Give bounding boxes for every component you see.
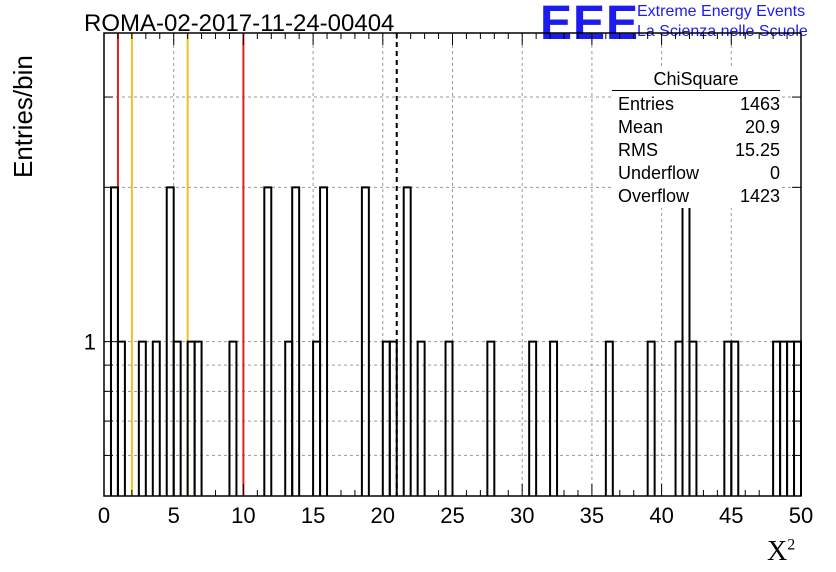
x-axis-label: X2 — [767, 536, 795, 568]
logo-line-1: Extreme Energy Events — [637, 3, 806, 20]
stats-row: Entries 1463 — [612, 93, 780, 116]
stats-value: 15.25 — [734, 140, 780, 160]
histogram-bin — [360, 186, 370, 496]
histogram-bin — [486, 340, 496, 496]
histogram-bin — [646, 340, 656, 496]
stats-label: Entries — [618, 94, 675, 114]
histogram-bin — [388, 340, 398, 496]
x-tick-label: 0 — [98, 503, 110, 528]
stats-row: Mean 20.9 — [612, 116, 780, 139]
x-axis-label-base: X — [767, 536, 788, 567]
histogram-bin — [528, 340, 538, 496]
x-tick-label: 25 — [440, 503, 464, 528]
stats-row: RMS 15.25 — [612, 139, 780, 162]
stats-label: Underflow — [618, 163, 700, 183]
stats-box: ChiSquare Entries 1463 Mean 20.9 RMS 15.25 Und… — [612, 68, 780, 208]
y-tick-label: 1 — [84, 330, 96, 355]
stats-value: 0 — [769, 163, 780, 183]
logo-line-2: La Scienza nelle Scuole — [637, 23, 808, 40]
stats-row: Underflow 0 — [612, 162, 780, 185]
x-tick-label: 40 — [649, 503, 673, 528]
histogram-bin — [137, 340, 147, 496]
stats-label: Mean — [618, 117, 664, 137]
histogram-bin — [549, 340, 559, 496]
x-tick-label: 50 — [789, 503, 813, 528]
histogram-bin — [228, 340, 238, 496]
axes: 0 5 10 15 20 25 30 35 40 45 50 1 — [84, 32, 813, 528]
histogram-bin — [263, 186, 273, 496]
histogram-bin — [319, 186, 329, 496]
x-tick-label: 30 — [510, 503, 534, 528]
histogram-bin — [688, 340, 698, 496]
stats-row: Overflow 1423 — [612, 185, 780, 208]
histogram-bin — [416, 340, 426, 496]
x-tick-label: 45 — [719, 503, 743, 528]
stats-label: RMS — [618, 140, 658, 160]
histogram-bin — [151, 340, 161, 496]
histogram-bin — [402, 186, 412, 496]
histogram-bin — [604, 340, 614, 496]
histogram-bin — [291, 186, 301, 496]
x-tick-label: 20 — [371, 503, 395, 528]
histogram-bin — [172, 340, 182, 496]
histogram-bin — [444, 340, 454, 496]
stats-value: 1423 — [739, 186, 780, 206]
x-tick-label: 10 — [231, 503, 255, 528]
x-tick-label: 35 — [580, 503, 604, 528]
eee-logo: EEE — [540, 0, 640, 50]
x-axis-label-superscript: 2 — [787, 536, 796, 554]
stats-label: Overflow — [618, 186, 690, 206]
stats-rows: Entries 1463 Mean 20.9 RMS 15.25 Underflow 0 Ove… — [612, 93, 780, 208]
stats-value: 1463 — [739, 94, 780, 114]
stats-title: ChiSquare — [612, 68, 780, 91]
x-tick-label: 15 — [301, 503, 325, 528]
x-tick-label: 5 — [168, 503, 180, 528]
stats-value: 20.9 — [744, 117, 780, 137]
histogram-bin — [193, 340, 203, 496]
histogram-bin — [730, 340, 740, 496]
